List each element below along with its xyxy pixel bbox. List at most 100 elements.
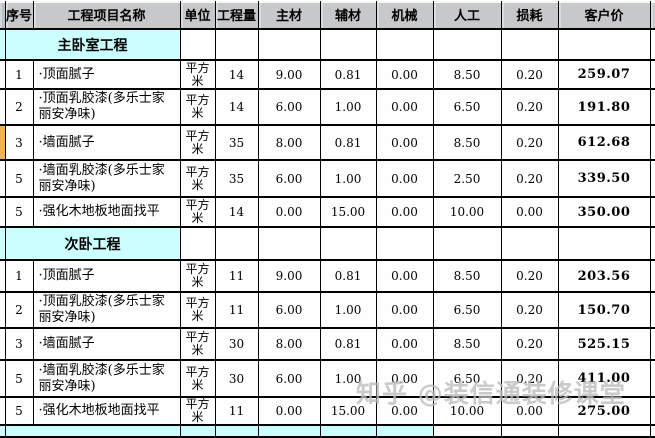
section-empty-cell [375,424,434,438]
main-material-cell: 6.00 [257,88,321,126]
section-empty-cell [214,226,259,261]
column-header-7: 机械 [375,1,434,30]
unit-cell: 平方米 [179,259,216,293]
right-gutter-cell [649,226,655,261]
table-row: 2 ·顶面乳胶漆(多乐士家丽安净味) 平方米 14 6.00 1.00 0.00 6.50 0.… [0,88,655,126]
customer-price-cell: 259.07 [557,59,651,90]
customer-price-cell: 203.56 [557,259,651,293]
row-number-cell: 5 [4,159,34,198]
machinery-cell: 0.00 [375,159,434,198]
header-row: 序号 工程项目名称 单位 工程量 主材 辅材 机械 人工 损耗 客户价 [0,1,655,30]
column-header-6: 辅材 [319,1,377,30]
section-empty-cell [319,226,377,261]
aux-material-cell: 15.00 [319,196,377,228]
row-number-cell: 2 [4,88,34,126]
main-material-cell: 8.00 [257,124,321,161]
section-empty-cell [432,424,502,438]
loss-cell: 0.00 [500,396,559,426]
customer-price-cell: 275.00 [557,396,651,426]
item-name-cell: ·顶面腻子 [32,59,181,90]
section-empty-cell [375,28,434,61]
section-empty-cell [557,28,651,61]
row-number-cell: 1 [4,59,34,90]
item-name-cell: ·强化木地板地面找平 [32,196,181,228]
main-material-cell: 6.00 [257,291,321,329]
section-title-cell: 次卧工程 [4,226,181,261]
section-empty-cell [214,28,259,61]
loss-cell: 0.20 [500,59,559,90]
labor-cell: 8.50 [432,259,502,293]
machinery-cell: 0.00 [375,59,434,90]
labor-cell: 10.00 [432,196,502,228]
aux-material-cell: 1.00 [319,159,377,198]
section-empty-cell [557,424,651,438]
section-empty-cell [179,226,216,261]
table-header: 序号 工程项目名称 单位 工程量 主材 辅材 机械 人工 损耗 客户价 [0,1,655,30]
unit-cell: 平方米 [179,88,216,126]
main-material-cell: 0.00 [257,196,321,228]
item-name-cell: ·墙面乳胶漆(多乐士家丽安净味) [32,159,181,198]
section-title-cell [4,424,181,438]
aux-material-cell: 0.81 [319,327,377,361]
section-empty-cell [557,226,651,261]
item-name-cell: ·墙面腻子 [32,124,181,161]
column-header-1: 序号 [4,1,34,30]
machinery-cell: 0.00 [375,291,434,329]
section-empty-cell [257,226,321,261]
unit-cell: 平方米 [179,359,216,398]
quantity-cell: 35 [214,159,259,198]
table-row: 5 ·强化木地板地面找平 平方米 14 0.00 15.00 0.00 10.00 0.00 35… [0,196,655,228]
row-number-cell: 5 [4,196,34,228]
machinery-cell: 0.00 [375,359,434,398]
machinery-cell: 0.00 [375,88,434,126]
right-gutter-cell [649,359,655,398]
right-gutter-cell [649,159,655,198]
section-empty-cell [257,424,321,438]
unit-cell: 平方米 [179,159,216,198]
section-title-cell: 主卧室工程 [4,28,181,61]
item-name-cell: ·强化木地板地面找平 [32,396,181,426]
machinery-cell: 0.00 [375,124,434,161]
right-gutter-header [649,1,655,30]
customer-price-cell: 411.00 [557,359,651,398]
customer-price-cell: 191.80 [557,88,651,126]
loss-cell: 0.20 [500,124,559,161]
labor-cell: 8.50 [432,124,502,161]
table-row: 3 ·墙面腻子 平方米 30 8.00 0.81 0.00 8.50 0.20 525.15 [0,327,655,361]
item-name-cell: ·墙面乳胶漆(多乐士家丽安净味) [32,359,181,398]
section-header-row: 主卧室工程 [0,28,655,61]
table-body: 主卧室工程 1 ·顶面腻子 平方米 14 9.00 0.81 0.00 8.50 0.20 259.… [0,28,655,438]
right-gutter-cell [649,28,655,61]
right-gutter-cell [649,424,655,438]
section-empty-cell [214,424,259,438]
machinery-cell: 0.00 [375,196,434,228]
customer-price-cell: 525.15 [557,327,651,361]
unit-cell: 平方米 [179,196,216,228]
table-row: 1 ·顶面腻子 平方米 14 9.00 0.81 0.00 8.50 0.20 259.07 [0,59,655,90]
labor-cell: 2.50 [432,159,502,198]
table-row: 3 ·墙面腻子 平方米 35 8.00 0.81 0.00 8.50 0.20 612.68 [0,124,655,161]
section-empty-cell [432,226,502,261]
column-header-10: 客户价 [557,1,651,30]
labor-cell: 6.50 [432,291,502,329]
loss-cell: 0.20 [500,291,559,329]
row-number-cell: 5 [4,396,34,426]
aux-material-cell: 0.81 [319,259,377,293]
item-name-cell: ·顶面乳胶漆(多乐士家丽安净味) [32,88,181,126]
customer-price-cell: 350.00 [557,196,651,228]
unit-cell: 平方米 [179,396,216,426]
unit-cell: 平方米 [179,327,216,361]
quantity-cell: 11 [214,259,259,293]
machinery-cell: 0.00 [375,259,434,293]
section-empty-cell [500,424,559,438]
aux-material-cell: 1.00 [319,88,377,126]
aux-material-cell: 15.00 [319,396,377,426]
right-gutter-cell [649,291,655,329]
machinery-cell: 0.00 [375,327,434,361]
section-empty-cell [500,226,559,261]
quantity-cell: 14 [214,59,259,90]
quantity-cell: 30 [214,359,259,398]
column-header-2: 工程项目名称 [32,1,181,30]
column-header-9: 损耗 [500,1,559,30]
